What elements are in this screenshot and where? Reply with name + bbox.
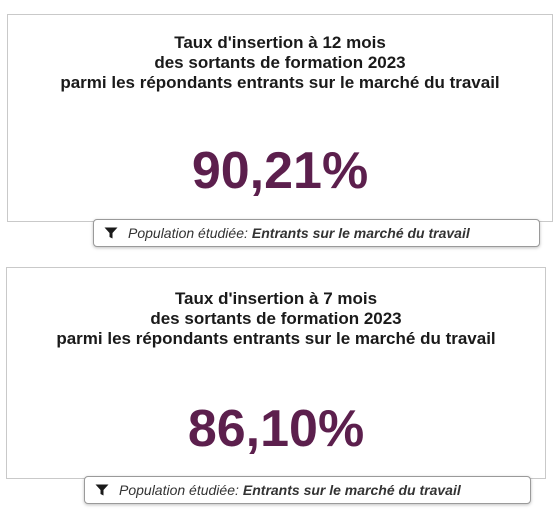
kpi-title-line-2: des sortants de formation 2023 bbox=[154, 53, 406, 72]
population-filter-badge[interactable]: Population étudiée : Entrants sur le mar… bbox=[93, 219, 540, 247]
kpi-card-title: Taux d'insertion à 7 mois des sortants d… bbox=[7, 289, 545, 349]
kpi-value: 90,21% bbox=[191, 142, 369, 200]
filter-icon bbox=[95, 484, 109, 496]
kpi-title-line-3: parmi les répondants entrants sur le mar… bbox=[56, 329, 496, 348]
filter-separator: : bbox=[244, 225, 248, 241]
kpi-card-title: Taux d'insertion à 12 mois des sortants … bbox=[8, 33, 552, 93]
kpi-card-7-months: Taux d'insertion à 7 mois des sortants d… bbox=[6, 267, 546, 479]
kpi-title-line-1: Taux d'insertion à 7 mois bbox=[174, 289, 378, 308]
kpi-card-12-months: Taux d'insertion à 12 mois des sortants … bbox=[7, 14, 553, 222]
kpi-title-line-2: des sortants de formation 2023 bbox=[150, 309, 402, 328]
population-filter-badge[interactable]: Population étudiée : Entrants sur le mar… bbox=[84, 476, 531, 504]
kpi-value: 86,10% bbox=[187, 400, 365, 458]
filter-label: Population étudiée bbox=[128, 225, 244, 241]
filter-value: Entrants sur le marché du travail bbox=[242, 482, 461, 498]
kpi-title-line-1: Taux d'insertion à 12 mois bbox=[174, 33, 386, 52]
filter-separator: : bbox=[235, 482, 239, 498]
filter-icon bbox=[104, 227, 118, 239]
filter-label: Population étudiée bbox=[119, 482, 235, 498]
filter-value: Entrants sur le marché du travail bbox=[251, 225, 470, 241]
kpi-title-line-3: parmi les répondants entrants sur le mar… bbox=[60, 73, 500, 92]
